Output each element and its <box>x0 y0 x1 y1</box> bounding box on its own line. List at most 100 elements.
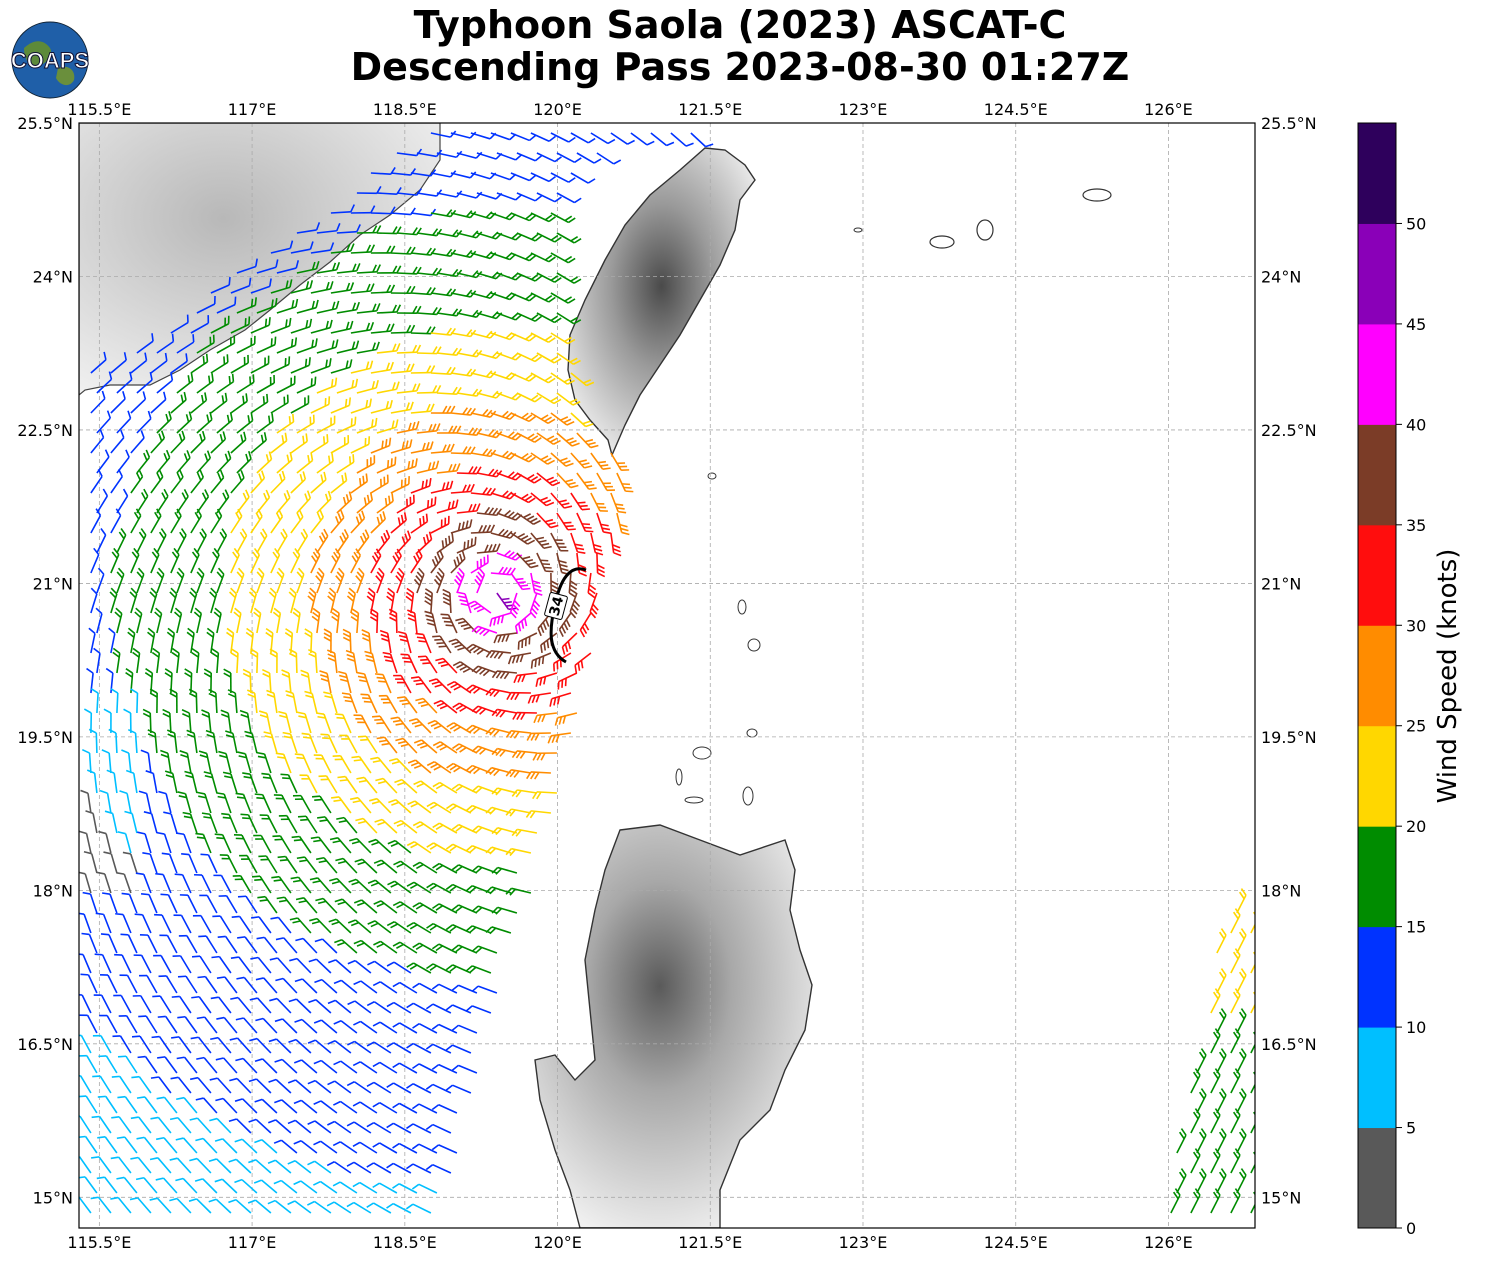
wind-barb <box>327 1080 352 1094</box>
wind-barb <box>610 492 627 514</box>
wind-barb <box>210 431 227 454</box>
wind-barb <box>556 272 582 284</box>
wind-barb <box>127 728 138 754</box>
wind-barb <box>182 811 198 834</box>
wind-barb <box>155 1136 178 1154</box>
wind-barb <box>157 1015 178 1034</box>
wind-barb <box>117 1095 138 1114</box>
wind-barb <box>550 452 574 467</box>
wind-barb <box>287 1079 312 1094</box>
wind-barb <box>579 612 592 638</box>
lat-tick-label-left: 16.5°N <box>17 1035 73 1054</box>
wind-barb <box>293 1139 318 1154</box>
wind-barb <box>346 587 357 614</box>
wind-barb <box>290 471 307 494</box>
wind-barb <box>104 810 118 834</box>
wind-barb <box>549 692 572 707</box>
wind-barb <box>550 412 575 426</box>
wind-barb <box>101 749 112 774</box>
colorbar-tick-label: 20 <box>1406 817 1426 836</box>
wind-barb <box>330 397 352 414</box>
wind-barb <box>116 567 125 594</box>
wind-barb <box>336 528 349 554</box>
wind-barb <box>536 152 562 163</box>
lat-tick-label-right: 25.5°N <box>1261 114 1317 133</box>
wind-barb <box>313 1019 338 1034</box>
wind-barb <box>256 413 274 434</box>
wind-barb <box>276 451 293 474</box>
wind-barb <box>121 749 132 774</box>
wind-barb <box>228 1198 252 1214</box>
wind-barb <box>196 1016 218 1034</box>
wind-barb <box>236 335 256 354</box>
wind-barb <box>176 372 194 394</box>
wind-barb <box>161 852 178 874</box>
wind-barb <box>382 651 398 674</box>
wind-barb <box>530 212 556 223</box>
wind-barb <box>496 192 523 201</box>
wind-barb <box>136 1136 158 1154</box>
wind-barb <box>118 1014 138 1034</box>
wind-barb <box>372 1102 398 1114</box>
wind-barb <box>570 132 596 144</box>
wind-barb <box>91 1115 112 1134</box>
wind-barb <box>456 536 477 554</box>
wind-barb <box>532 791 557 800</box>
wind-barb <box>79 1196 92 1214</box>
wind-barb <box>392 1022 418 1034</box>
wind-barb <box>370 511 387 534</box>
wind-barb <box>405 1203 432 1214</box>
wind-barb <box>196 489 210 514</box>
wind-barb <box>485 727 512 737</box>
wind-barb <box>270 470 286 494</box>
wind-barb <box>374 818 398 834</box>
wind-barb <box>513 672 537 684</box>
wind-barb <box>446 680 472 694</box>
wind-barb <box>532 752 557 761</box>
wind-barb <box>139 974 158 994</box>
lon-tick-label-bottom: 115.5°E <box>67 1233 131 1252</box>
wind-barb <box>323 691 338 714</box>
wind-barb <box>278 710 292 734</box>
wind-barb <box>388 757 412 774</box>
wind-barb <box>396 421 420 434</box>
wind-barb <box>253 607 262 634</box>
wind-barb <box>199 894 218 914</box>
wind-barb <box>474 567 486 594</box>
logo-text: COAPS <box>11 48 89 73</box>
wind-barb <box>296 856 318 874</box>
wind-barb <box>85 810 98 834</box>
wind-barb <box>289 917 312 934</box>
lat-tick-label-left: 22.5°N <box>17 421 73 440</box>
wind-barb <box>216 567 225 594</box>
wind-barb <box>310 434 329 454</box>
map-title: Typhoon Saola (2023) ASCAT-C Descending … <box>0 4 1480 88</box>
wind-barb <box>493 632 518 644</box>
wind-barb <box>410 548 423 574</box>
wind-barb <box>530 572 543 596</box>
wind-barb <box>152 995 172 1014</box>
wind-barb <box>332 1181 358 1194</box>
wind-barb <box>530 652 552 669</box>
wind-barb <box>516 392 542 403</box>
wind-barb <box>269 957 292 974</box>
wind-barb <box>256 567 265 594</box>
wind-barb <box>511 750 537 759</box>
wind-barb <box>332 1141 358 1154</box>
wind-barb <box>456 230 483 239</box>
wind-barb <box>361 629 372 654</box>
wind-barb <box>353 980 378 994</box>
plot-frame <box>78 122 1256 1229</box>
wind-barb <box>308 998 332 1014</box>
wind-barb <box>276 567 285 594</box>
wind-barb <box>266 689 278 714</box>
wind-barb <box>259 814 278 834</box>
wind-barb <box>169 688 178 714</box>
wind-barb <box>296 261 320 274</box>
wind-barb <box>295 897 318 914</box>
wind-barb <box>155 872 172 894</box>
wind-barb <box>516 312 543 322</box>
wind-barb <box>496 152 523 161</box>
wind-barb <box>309 877 332 894</box>
wind-barb <box>79 994 92 1014</box>
